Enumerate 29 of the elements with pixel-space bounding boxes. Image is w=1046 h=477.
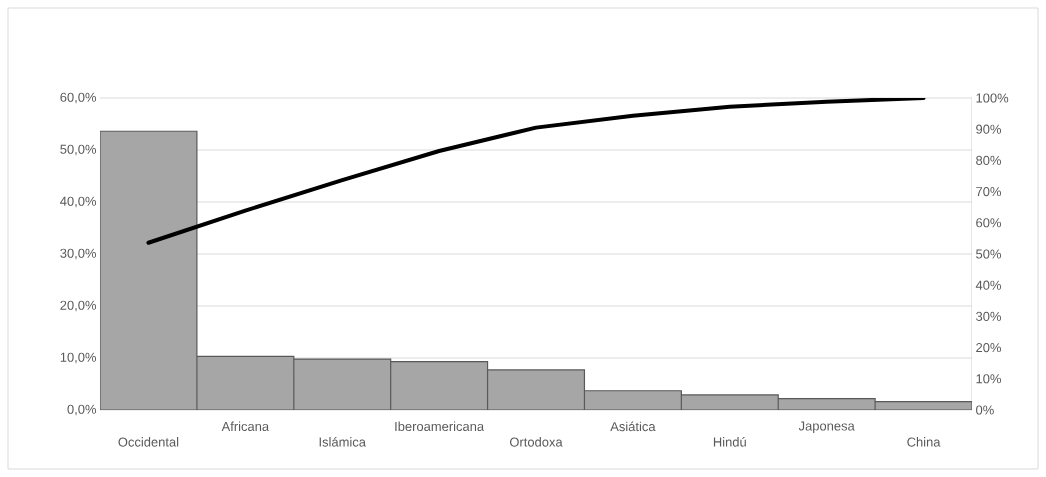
y2-tick-label: 20% (976, 343, 1001, 353)
y2-tick-label: 100% (976, 93, 1009, 103)
x-tick-label: Japonesa (798, 421, 855, 434)
y2-tick-label: 60% (976, 218, 1001, 228)
y-tick-label: 10,0% (60, 352, 97, 364)
y2-tick-label: 80% (976, 155, 1001, 165)
x-tick-label: Ortodoxa (509, 437, 563, 447)
y-tick-label: 40,0% (60, 196, 97, 208)
y-tick-label: 60,0% (60, 92, 97, 104)
line-series (146, 97, 926, 245)
x-tick-label: China (907, 437, 941, 447)
y-tick-label: 0,0% (67, 404, 97, 416)
y2-tick-label: 10% (976, 374, 1001, 384)
x-tick-label: Africana (221, 421, 270, 432)
y-tick-label: 20,0% (60, 300, 97, 312)
y2-tick-label: 40% (975, 280, 1001, 290)
y2-tick-label: 90% (976, 124, 1001, 134)
y2-tick-label: 50% (976, 249, 1001, 259)
x-tick-label: Asiática (610, 421, 656, 432)
y2-tick-label: 70% (976, 187, 1001, 197)
y2-tick-label: 30% (976, 311, 1001, 321)
x-tick-label: Islámica (319, 436, 366, 447)
x-tick-label: Hindú (713, 436, 746, 447)
y-tick-label: 30,0% (60, 248, 97, 260)
x-tick-label: Occidental (118, 437, 179, 447)
x-tick-label: Iberoamericana (395, 421, 485, 432)
y-tick-label: 50,0% (60, 144, 97, 156)
bar (100, 131, 197, 410)
y2-tick-label: 0% (976, 405, 994, 415)
